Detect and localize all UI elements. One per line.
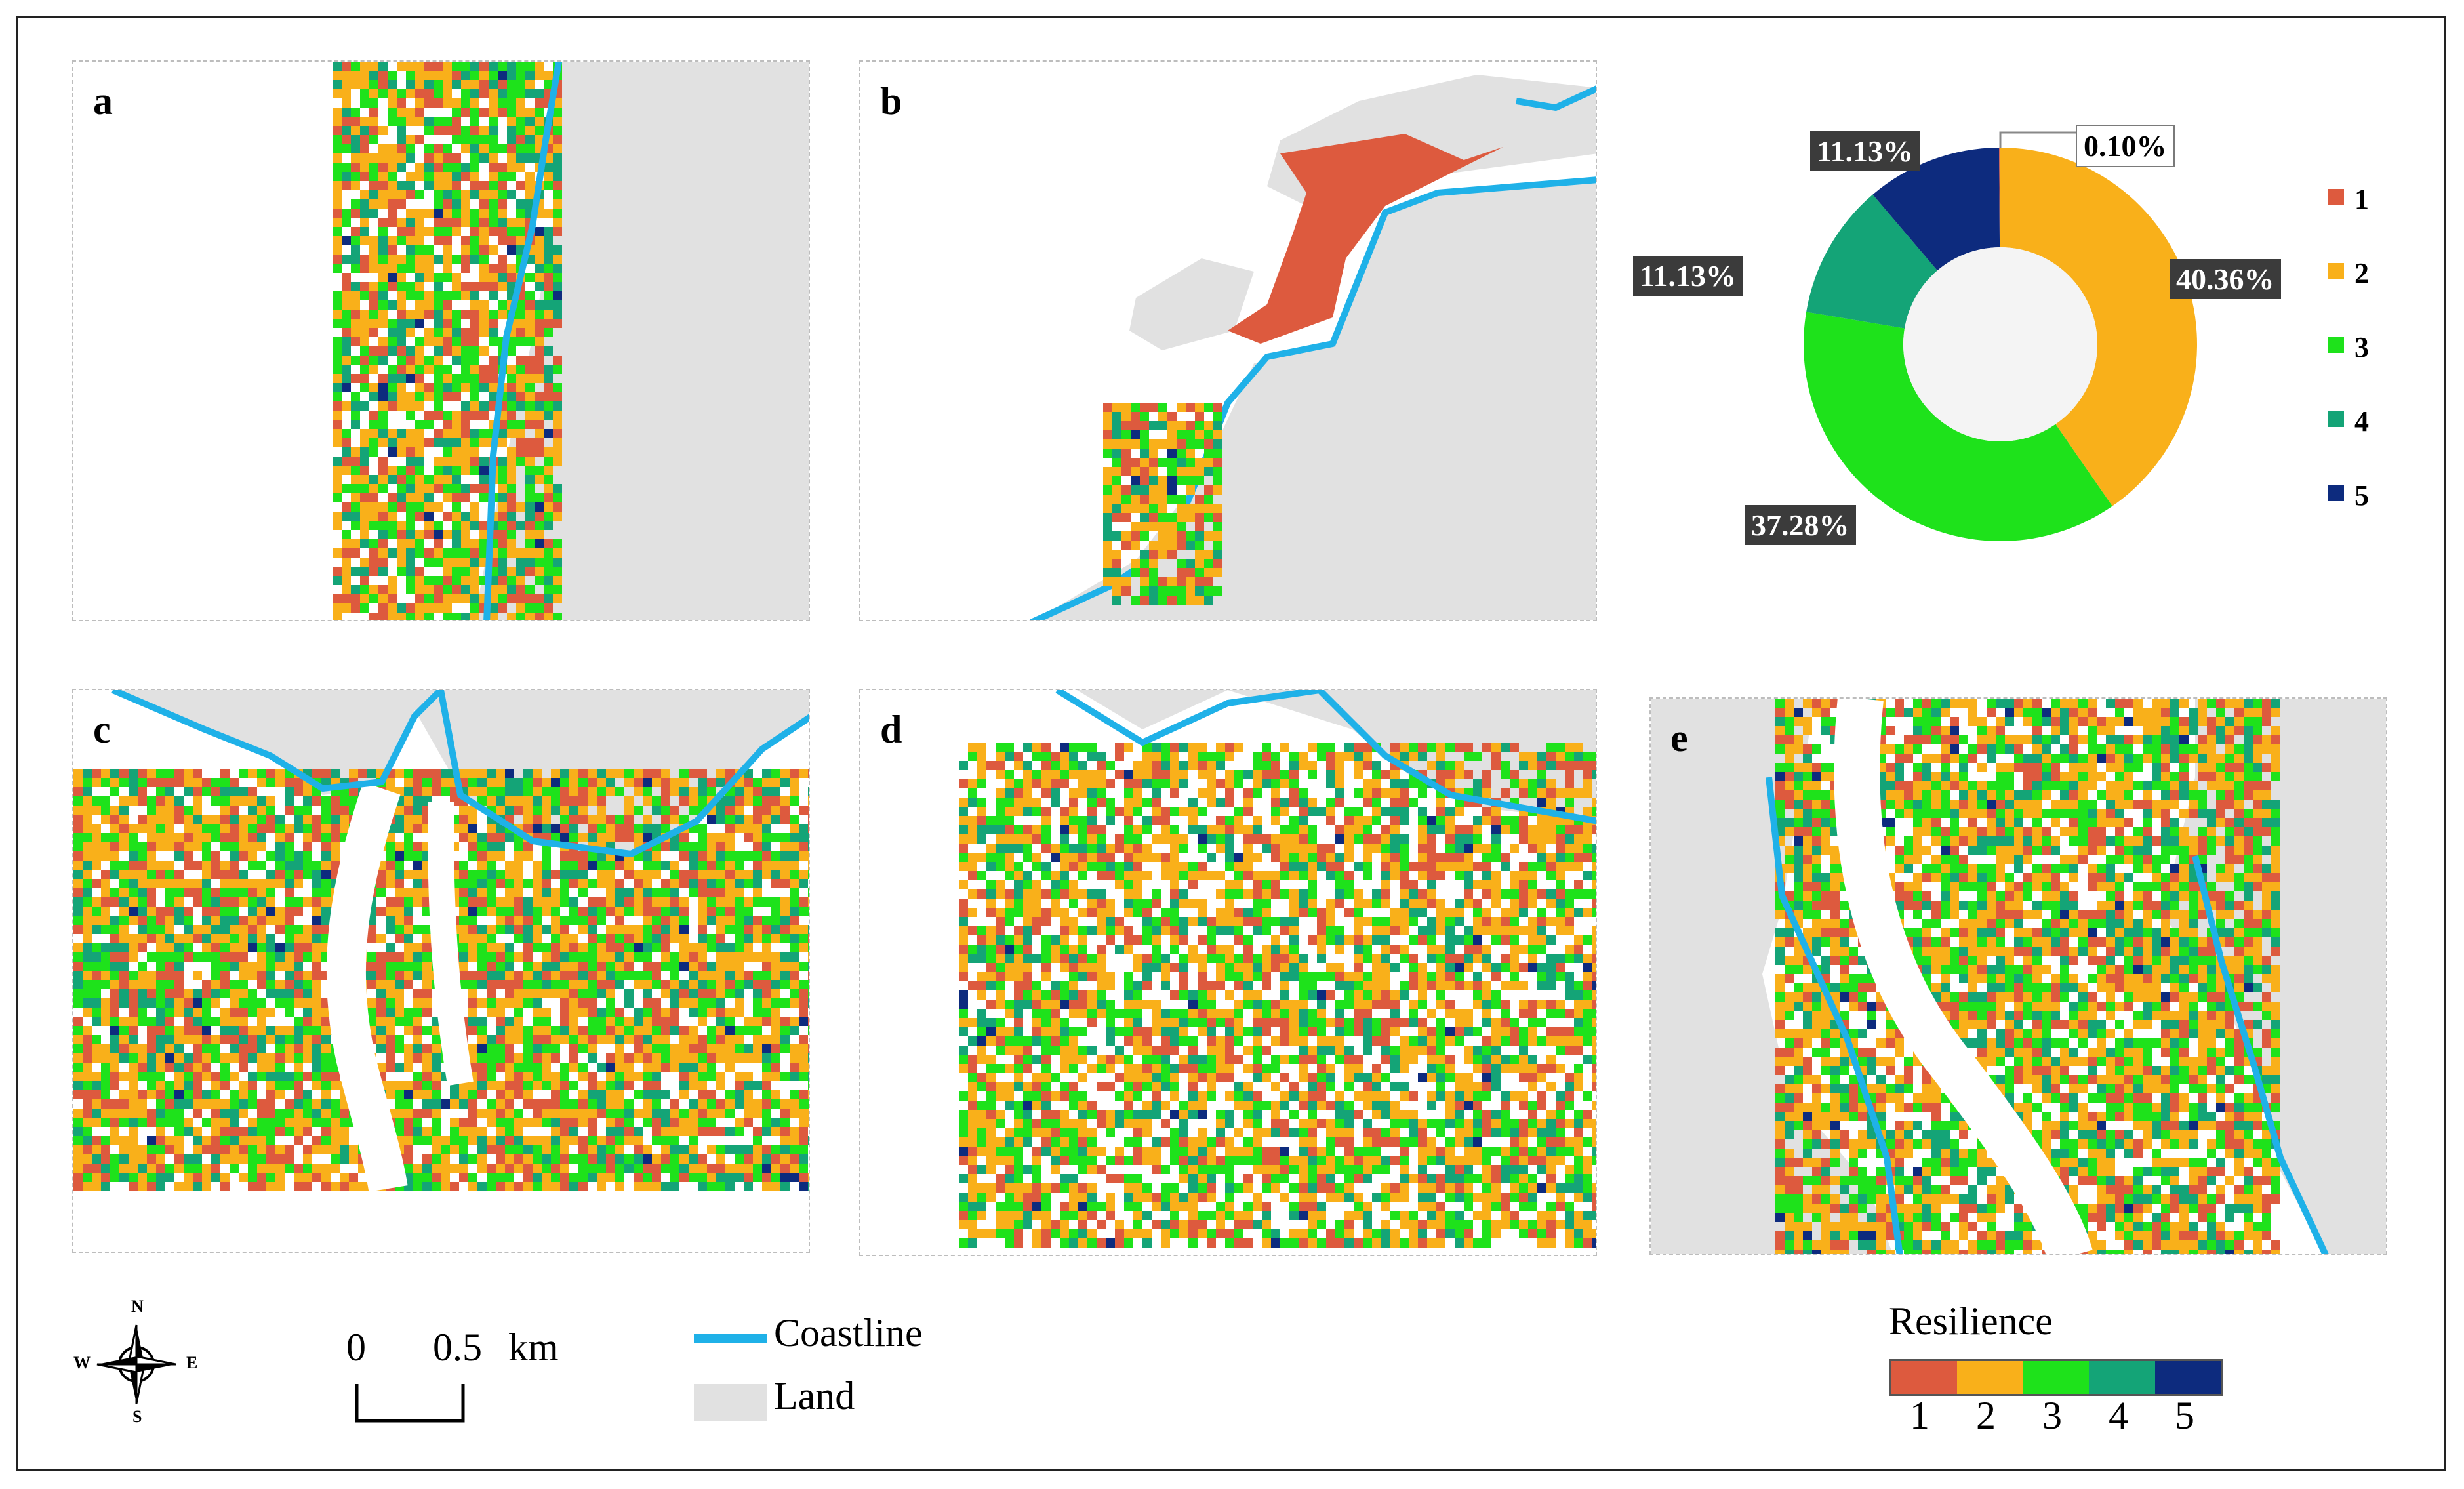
donut-slice-4 [1806,194,1938,329]
coastline [2192,855,2329,1254]
land-swatch [694,1384,767,1421]
figure-frame [16,16,2446,1471]
north-arrow-icon: N S E W [71,1297,202,1427]
coastline [1055,690,1320,746]
resilience-tick-3: 3 [2042,1394,2062,1437]
scale-unit: km [508,1326,559,1369]
donut-hole [1903,247,2097,441]
legend-label-4: 4 [2354,405,2369,438]
panel-label-a: a [93,79,113,123]
coastline [1317,690,1596,825]
coastline-swatch [694,1334,767,1343]
scale-bar-line [355,1384,465,1423]
donut-value-label-5: 11.13% [1810,131,1920,171]
map-e-canvas [1651,699,2386,1254]
resilience-tick-5: 5 [2175,1394,2194,1437]
compass-e: E [186,1353,198,1372]
donut-slice-3 [1804,312,2112,542]
resilience-tick-1: 1 [1910,1394,1929,1437]
coastline [437,690,809,857]
land-label: Land [774,1374,855,1418]
resilience-colorbar-class-4 [2089,1361,2156,1394]
compass-w: W [73,1353,91,1372]
legend-swatch-4 [2328,411,2344,427]
legend-swatch-1 [2328,189,2344,205]
map-a-canvas [333,62,809,620]
land-area [1129,258,1254,350]
coastline-label: Coastline [774,1311,923,1355]
resilience-tick-4: 4 [2109,1394,2128,1437]
map-d-canvas [959,690,1596,1248]
legend-swatch-5 [2328,485,2344,501]
land-area [1035,180,1596,620]
panel-label-b: b [880,79,902,123]
coastline [1516,85,1596,111]
panel-label-c: c [93,708,111,751]
panel-label-d: d [880,708,902,751]
resilience-raster [333,62,562,620]
coastline [483,62,562,620]
label-leader-line [1999,131,2076,148]
donut-chart: 0.10% 40.36% 37.28% 11.13% 11.13% 1 2 3 4 5 [1633,98,2420,577]
resilience-colorbar-class-3 [2023,1361,2090,1394]
resilience-raster [959,743,1596,1248]
donut-slice-2 [2000,148,2197,506]
panel-label-e: e [1670,716,1688,760]
compass-n: N [131,1297,144,1316]
legend-swatch-2 [2328,263,2344,279]
map-panel-a: a [72,60,810,621]
coastline [111,690,443,792]
compass-s: S [132,1407,142,1426]
map-b-canvas [1029,75,1596,620]
scale-value: 0.5 [433,1326,482,1369]
resilience-colorbar [1889,1359,2223,1396]
resilience-raster [1103,403,1222,605]
donut-value-label-3: 37.28% [1745,505,1856,545]
map-panel-b: b [859,60,1597,621]
donut-chart-canvas [1804,131,2197,542]
coastline [1766,777,1903,1254]
legend-swatch-3 [2328,337,2344,353]
map-panel-c: c [72,689,810,1253]
legend-label-2: 2 [2354,257,2369,289]
resilience-raster [73,769,809,1191]
legend-label-1: 1 [2354,183,2369,215]
donut-slice-5 [1872,148,2000,271]
resilience-colorbar-class-5 [2155,1361,2221,1394]
resilience-title: Resilience [1889,1299,2053,1343]
donut-value-label-2: 40.36% [2170,259,2281,299]
donut-value-label-4: 11.13% [1633,256,1743,296]
scale-zero: 0 [346,1326,366,1369]
legend-label-5: 5 [2354,479,2369,512]
land-area [1077,690,1596,821]
map-panel-d: d [859,689,1597,1256]
legend-label-3: 3 [2354,331,2369,363]
donut-slice-1 [1999,148,2000,248]
resilience-colorbar-class-2 [1956,1361,2023,1394]
map-c-canvas [73,690,809,1193]
map-panel-e: e [1649,697,2387,1255]
resilience-colorbar-class-1 [1891,1361,1957,1394]
donut-value-label-1: 0.10% [2076,125,2175,167]
resilience-class-1-area [1228,134,1503,344]
resilience-tick-2: 2 [1976,1394,1996,1437]
